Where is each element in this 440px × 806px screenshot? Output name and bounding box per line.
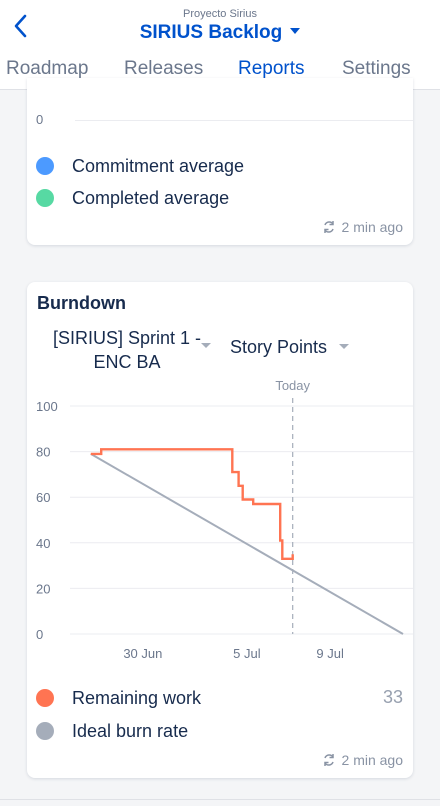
legend-item-remaining: Remaining work bbox=[36, 687, 201, 709]
metric-selector[interactable]: Story Points bbox=[230, 337, 328, 357]
back-button[interactable] bbox=[10, 12, 34, 40]
y-tick-label: 0 bbox=[36, 627, 43, 642]
chevron-left-icon bbox=[14, 14, 27, 38]
x-tick-label: 9 Jul bbox=[316, 646, 344, 661]
tab-reports[interactable]: Reports bbox=[238, 58, 305, 79]
caret-down-icon bbox=[339, 344, 349, 349]
project-name: Proyecto Sirius bbox=[183, 8, 257, 20]
divider bbox=[0, 799, 440, 800]
tab-settings[interactable]: Settings bbox=[342, 58, 411, 79]
remaining-value: 33 bbox=[382, 687, 403, 707]
refresh-icon bbox=[323, 754, 334, 766]
today-label: Today bbox=[275, 378, 310, 393]
legend-dot bbox=[36, 189, 54, 207]
updated-label: 2 min ago bbox=[341, 752, 403, 768]
chart-baseline bbox=[75, 120, 413, 121]
legend-label: Remaining work bbox=[72, 687, 202, 708]
legend-dot bbox=[36, 689, 54, 707]
tab-roadmap[interactable]: Roadmap bbox=[6, 58, 89, 79]
legend-dot bbox=[36, 157, 54, 175]
board-name: SIRIUS Backlog bbox=[139, 22, 283, 43]
last-updated: 2 min ago bbox=[322, 219, 403, 235]
y-tick-label: 40 bbox=[36, 536, 50, 551]
y-tick-label: 100 bbox=[36, 399, 58, 414]
caret-down-icon bbox=[201, 343, 211, 348]
card-title: Burndown bbox=[37, 293, 126, 313]
updated-label: 2 min ago bbox=[341, 219, 403, 235]
sprint-selector[interactable]: [SIRIUS] Sprint 1 - ENC BA bbox=[52, 328, 202, 372]
tab-releases[interactable]: Releases bbox=[124, 58, 204, 79]
legend-item-ideal: Ideal burn rate bbox=[36, 720, 188, 742]
y-tick-label: 80 bbox=[36, 445, 50, 460]
burndown-card: Burndown [SIRIUS] Sprint 1 - ENC BA Stor… bbox=[27, 282, 413, 778]
y-tick-label: 0 bbox=[36, 112, 44, 127]
tab-bar: Roadmap Releases Reports Settings bbox=[0, 58, 440, 88]
y-tick-label: 60 bbox=[36, 490, 50, 505]
legend-label: Commitment average bbox=[72, 155, 245, 176]
velocity-card: 0 Commitment average Completed average 2… bbox=[27, 78, 413, 245]
legend-dot bbox=[36, 722, 54, 740]
refresh-icon bbox=[323, 221, 334, 233]
legend-item-completed: Completed average bbox=[36, 187, 229, 209]
y-tick-label: 20 bbox=[36, 581, 50, 596]
x-tick-label: 30 Jun bbox=[123, 646, 162, 661]
app-header: Proyecto Sirius SIRIUS Backlog Roadmap R… bbox=[0, 0, 440, 90]
legend-label: Completed average bbox=[72, 187, 230, 208]
x-tick-label: 5 Jul bbox=[233, 646, 261, 661]
board-selector[interactable]: SIRIUS Backlog bbox=[0, 22, 440, 44]
last-updated: 2 min ago bbox=[322, 752, 403, 768]
ideal-burn-line bbox=[90, 453, 404, 635]
remaining-work-line bbox=[90, 448, 294, 561]
caret-down-icon bbox=[290, 27, 301, 34]
legend-item-commitment: Commitment average bbox=[36, 155, 244, 177]
legend-label: Ideal burn rate bbox=[72, 720, 189, 741]
burndown-chart: 0 20 40 60 80 100 30 Jun 5 Jul 9 Jul Today bbox=[36, 378, 413, 661]
